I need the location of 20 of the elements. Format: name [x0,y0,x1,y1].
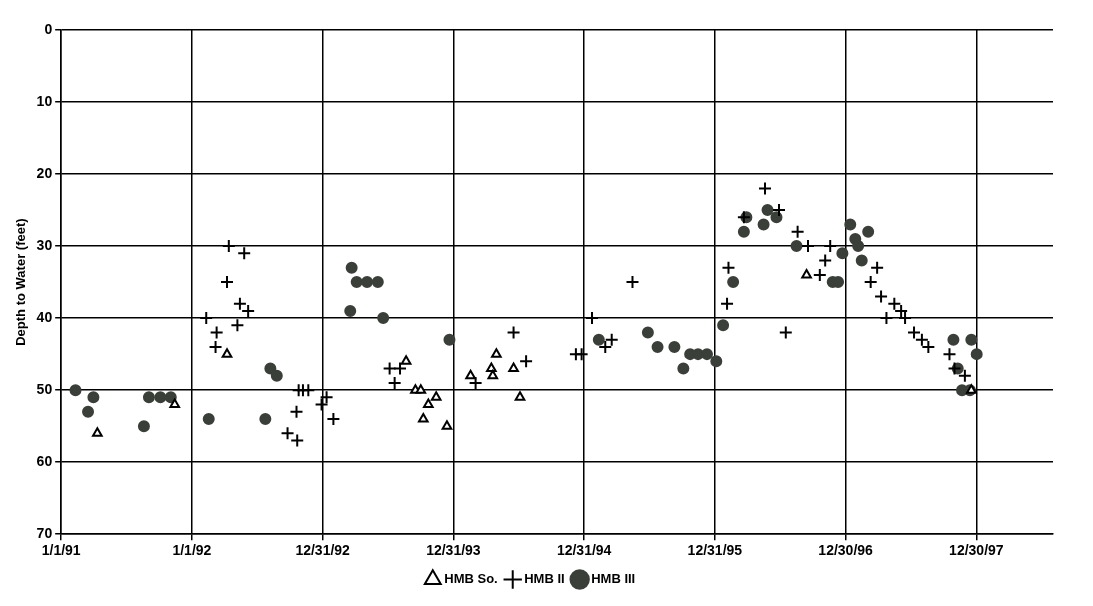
y-tick-label: 60 [36,453,53,470]
x-tick-label: 12/31/93 [426,542,481,559]
y-tick-label: 10 [36,92,53,109]
legend-label: HMB II [524,571,565,587]
y-tick-label: 30 [36,236,53,253]
legend-label: HMB III [591,571,636,587]
y-tick-label: 20 [36,164,53,181]
x-tick-label: 1/1/92 [172,542,212,559]
y-tick-label: 40 [36,308,53,325]
x-tick-label: 12/30/96 [818,542,874,559]
y-tick-label: 50 [36,381,53,397]
x-tick-label: 12/31/94 [556,542,612,559]
y-tick-label: 70 [36,525,53,542]
x-tick-label: 12/31/95 [687,542,743,559]
x-tick-label: 12/31/92 [295,542,351,559]
y-axis-title: Depth to Water (feet) [13,218,29,346]
legend-label: HMB So. [444,571,498,587]
x-tick-label: 1/1/91 [41,542,81,559]
x-tick-label: 12/30/97 [949,542,1004,559]
y-tick-label: 0 [44,20,53,37]
